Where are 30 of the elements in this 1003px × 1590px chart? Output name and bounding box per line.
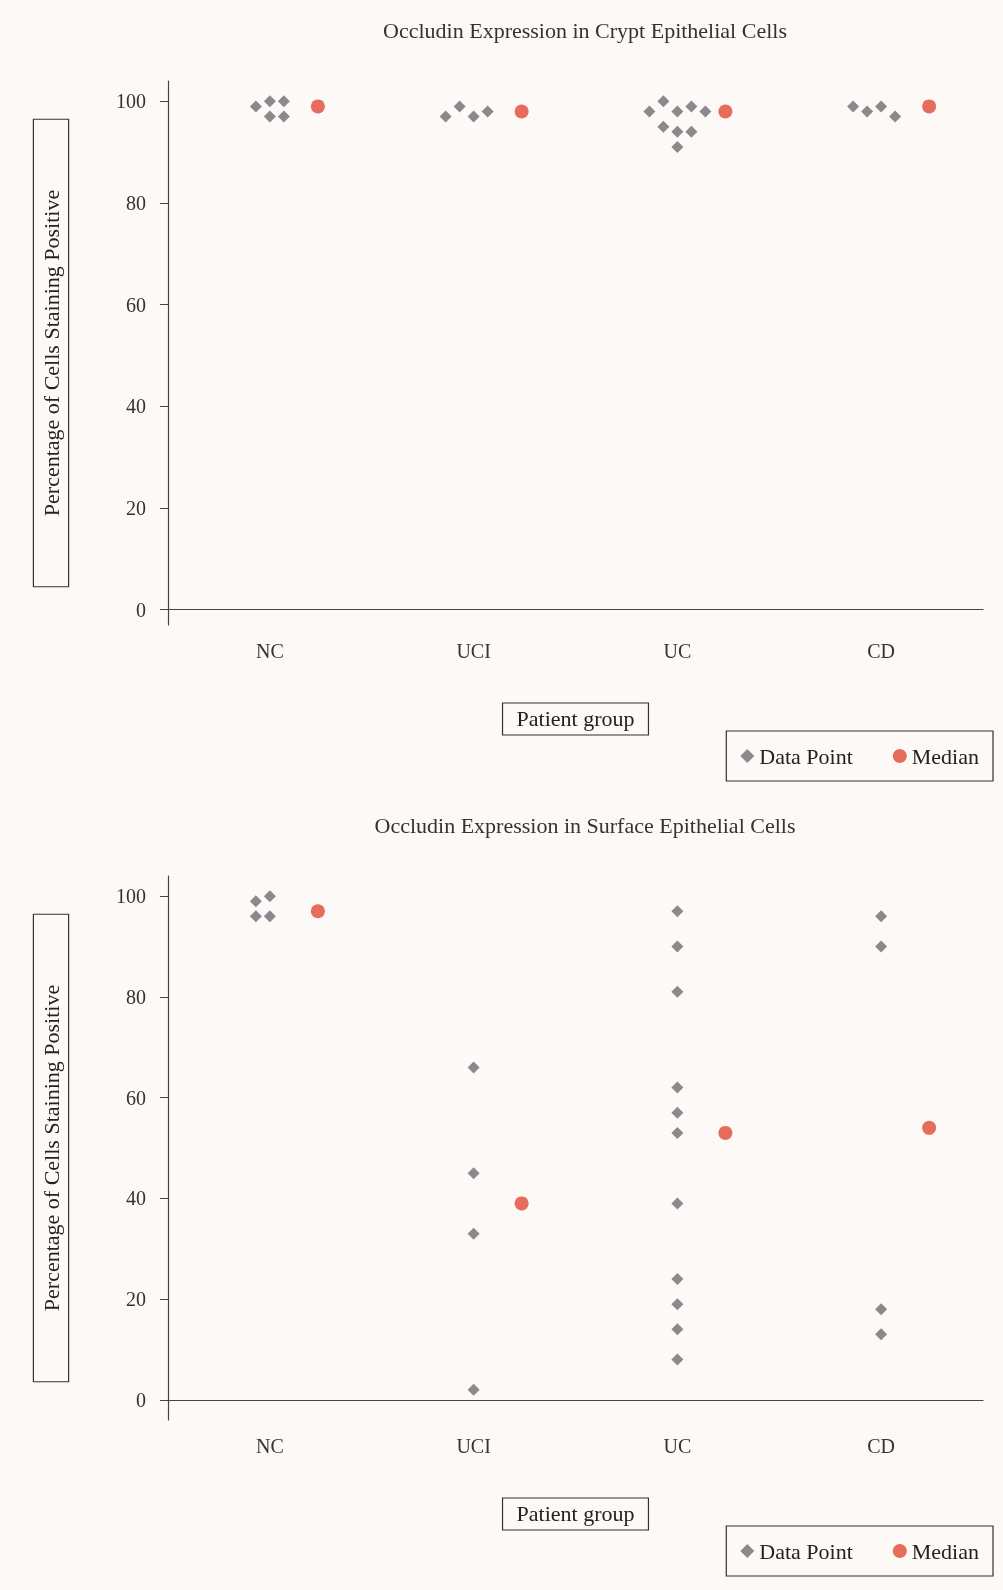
y-tick-label: 60 bbox=[126, 1086, 146, 1109]
y-axis-title: Percentage of Cells Staining Positive bbox=[38, 984, 64, 1312]
y-tick-label: 40 bbox=[126, 1187, 146, 1210]
y-tick-label: 0 bbox=[136, 598, 146, 621]
y-tick-label: 80 bbox=[126, 192, 146, 215]
x-tick-label: UCI bbox=[456, 640, 491, 662]
x-tick-label: UC bbox=[663, 1435, 692, 1457]
y-tick-label: 40 bbox=[126, 395, 146, 418]
x-tick-label: UC bbox=[663, 640, 692, 662]
y-tick-label: 0 bbox=[136, 1388, 146, 1411]
chart-title: Occludin Expression in Crypt Epithelial Cells bbox=[383, 17, 787, 43]
y-tick-label: 20 bbox=[126, 1288, 146, 1311]
x-tick-label: CD bbox=[867, 640, 896, 662]
x-axis-title: Patient group bbox=[516, 705, 635, 731]
chart-title: Occludin Expression in Surface Epithelial Cells bbox=[374, 812, 796, 838]
legend-label: Median bbox=[911, 743, 979, 769]
y-axis-title: Percentage of Cells Staining Positive bbox=[38, 189, 64, 517]
legend-label: Data Point bbox=[759, 1538, 853, 1564]
y-tick-label: 20 bbox=[126, 497, 146, 520]
x-tick-label: NC bbox=[255, 1435, 284, 1457]
x-tick-label: CD bbox=[867, 1435, 896, 1457]
x-axis-title: Patient group bbox=[516, 1500, 635, 1526]
y-tick-label: 80 bbox=[126, 985, 146, 1008]
y-tick-label: 100 bbox=[116, 90, 146, 113]
legend-label: Data Point bbox=[759, 743, 853, 769]
x-tick-label: NC bbox=[255, 640, 284, 662]
legend-label: Median bbox=[911, 1538, 979, 1564]
x-tick-label: UCI bbox=[456, 1435, 491, 1457]
y-tick-label: 100 bbox=[116, 885, 146, 908]
y-tick-label: 60 bbox=[126, 293, 146, 316]
